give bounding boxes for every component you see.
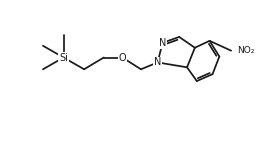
Text: NO₂: NO₂ xyxy=(237,46,254,55)
Text: O: O xyxy=(119,52,126,63)
Text: Si: Si xyxy=(59,52,68,63)
Text: N: N xyxy=(154,57,161,67)
Text: N: N xyxy=(159,38,166,48)
